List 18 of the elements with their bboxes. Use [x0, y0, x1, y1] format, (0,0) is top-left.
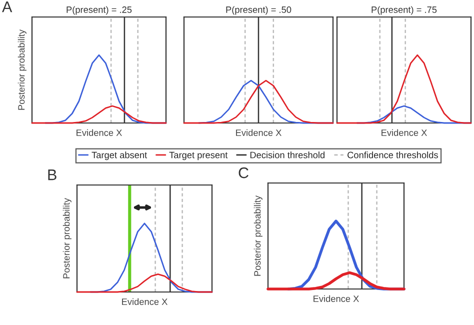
- chart-title: P(present) = .50: [226, 6, 292, 15]
- chart-title: P(present) = .25: [66, 6, 132, 15]
- text: C: [238, 167, 248, 178]
- y-axis-title: Posterior probability: [18, 30, 26, 110]
- x-axis-title: Evidence X: [122, 298, 168, 305]
- text: B: [48, 170, 56, 180]
- text: Decision threshold: [250, 152, 324, 158]
- text: Confidence thresholds: [348, 152, 438, 158]
- x-axis-title: Evidence X: [314, 295, 359, 302]
- text: A: [2, 2, 12, 12]
- x-axis-title: Evidence X: [236, 129, 282, 136]
- legend-label: Target present: [169, 152, 228, 160]
- y-axis-title: Posterior probability: [254, 196, 262, 276]
- chart-title: P(present) = .75: [372, 6, 437, 15]
- x-axis-title: Evidence X: [382, 129, 427, 136]
- y-axis-title: Posterior probability: [62, 198, 72, 278]
- legend-label: Target absent: [92, 152, 148, 160]
- x-axis-title: Evidence X: [76, 129, 122, 136]
